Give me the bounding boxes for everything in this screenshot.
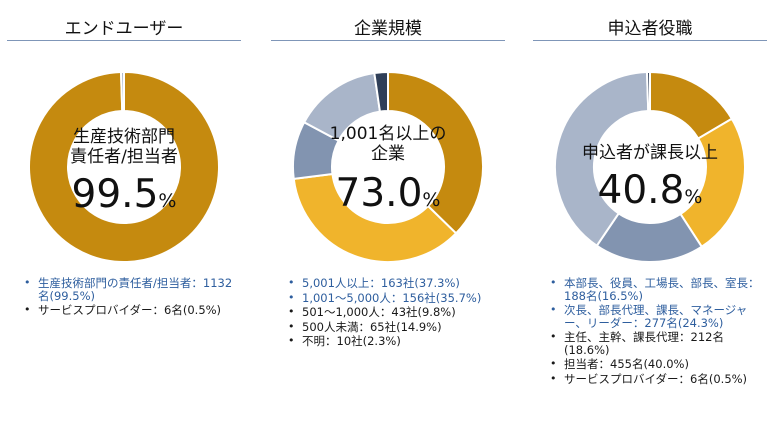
legend-list: 5,001人以上：163社(37.3%) 1,001～5,000人：156社(3… — [286, 277, 498, 350]
donut-chart — [554, 70, 746, 263]
panel-applicant-position: 申込者役職 申込者が課長以上 40.8% 本部長、役員、工場長、部長、室長：18… — [530, 0, 770, 427]
donut-slice — [119, 70, 125, 113]
legend-item: 500人未満：65社(14.9%) — [286, 320, 498, 334]
center-value: 99.5% — [4, 172, 244, 217]
legend-item: 主任、主幹、課長代理：212名(18.6%) — [548, 331, 760, 356]
donut-slice — [387, 70, 484, 235]
center-caption: 生産技術部門 責任者/担当者 — [4, 127, 244, 168]
legend-item: 本部長、役員、工場長、部長、室長：188名(16.5%) — [548, 277, 760, 302]
legend-item: 不明：10社(2.3%) — [286, 335, 498, 348]
legend-item: サービスプロバイダー：6名(0.5%) — [22, 304, 234, 317]
center-caption: 申込者が課長以上 — [530, 143, 770, 163]
center-value: 40.8% — [530, 168, 770, 213]
legend-item: 担当者：455名(40.0%) — [548, 358, 760, 371]
legend-list: 生産技術部門の責任者/担当者：1132名(99.5%) サービスプロバイダー：6… — [22, 277, 234, 319]
donut-slice — [28, 70, 220, 263]
legend-list: 本部長、役員、工場長、部長、室長：188名(16.5%) 次長、部長代理、課長、… — [548, 277, 760, 387]
legend-item: 生産技術部門の責任者/担当者：1132名(99.5%) — [22, 277, 234, 302]
center-value-number: 73.0 — [335, 171, 423, 216]
title-divider — [7, 40, 241, 41]
center-value: 73.0% — [268, 171, 508, 216]
center-caption-line: 責任者/担当者 — [70, 147, 178, 168]
center-caption-line: 企業 — [371, 144, 405, 165]
center-caption-line: 申込者が課長以上 — [582, 143, 718, 163]
title-divider — [271, 40, 505, 41]
legend-item: 次長、部長代理、課長、マネージャー、リーダー：277名(24.3%) — [548, 304, 760, 329]
donut-chart — [292, 70, 484, 263]
center-value-unit: % — [422, 189, 441, 211]
title-divider — [533, 40, 767, 41]
donut-chart — [28, 70, 220, 263]
panel-title: エンドユーザー — [64, 19, 184, 39]
panel-end-user: エンドユーザー 生産技術部門 責任者/担当者 99.5% 生産技術部門の責任者/… — [4, 0, 244, 427]
donut-slice — [292, 172, 458, 263]
legend-item: 501～1,000人：43社(9.8%) — [286, 306, 498, 319]
donut-slice — [645, 70, 651, 113]
center-value-unit: % — [158, 190, 177, 212]
donut-slice — [373, 70, 389, 113]
center-caption: 1,001名以上の 企業 — [268, 124, 508, 165]
center-caption-line: 生産技術部門 — [73, 127, 175, 147]
donut-slice — [554, 71, 650, 248]
panel-title: 申込者役職 — [607, 19, 693, 39]
panel-title: 企業規模 — [354, 19, 422, 39]
panel-company-size: 企業規模 1,001名以上の 企業 73.0% 5,001人以上：163社(37… — [268, 0, 508, 427]
legend-item: 1,001～5,000人：156社(35.7%) — [286, 291, 498, 305]
center-value-number: 99.5 — [71, 172, 159, 217]
center-caption-line: 1,001名以上の — [329, 124, 447, 144]
center-value-unit: % — [684, 186, 703, 208]
legend-item: 5,001人以上：163社(37.3%) — [286, 277, 498, 290]
legend-item: サービスプロバイダー：6名(0.5%) — [548, 372, 760, 386]
center-value-number: 40.8 — [597, 168, 685, 213]
